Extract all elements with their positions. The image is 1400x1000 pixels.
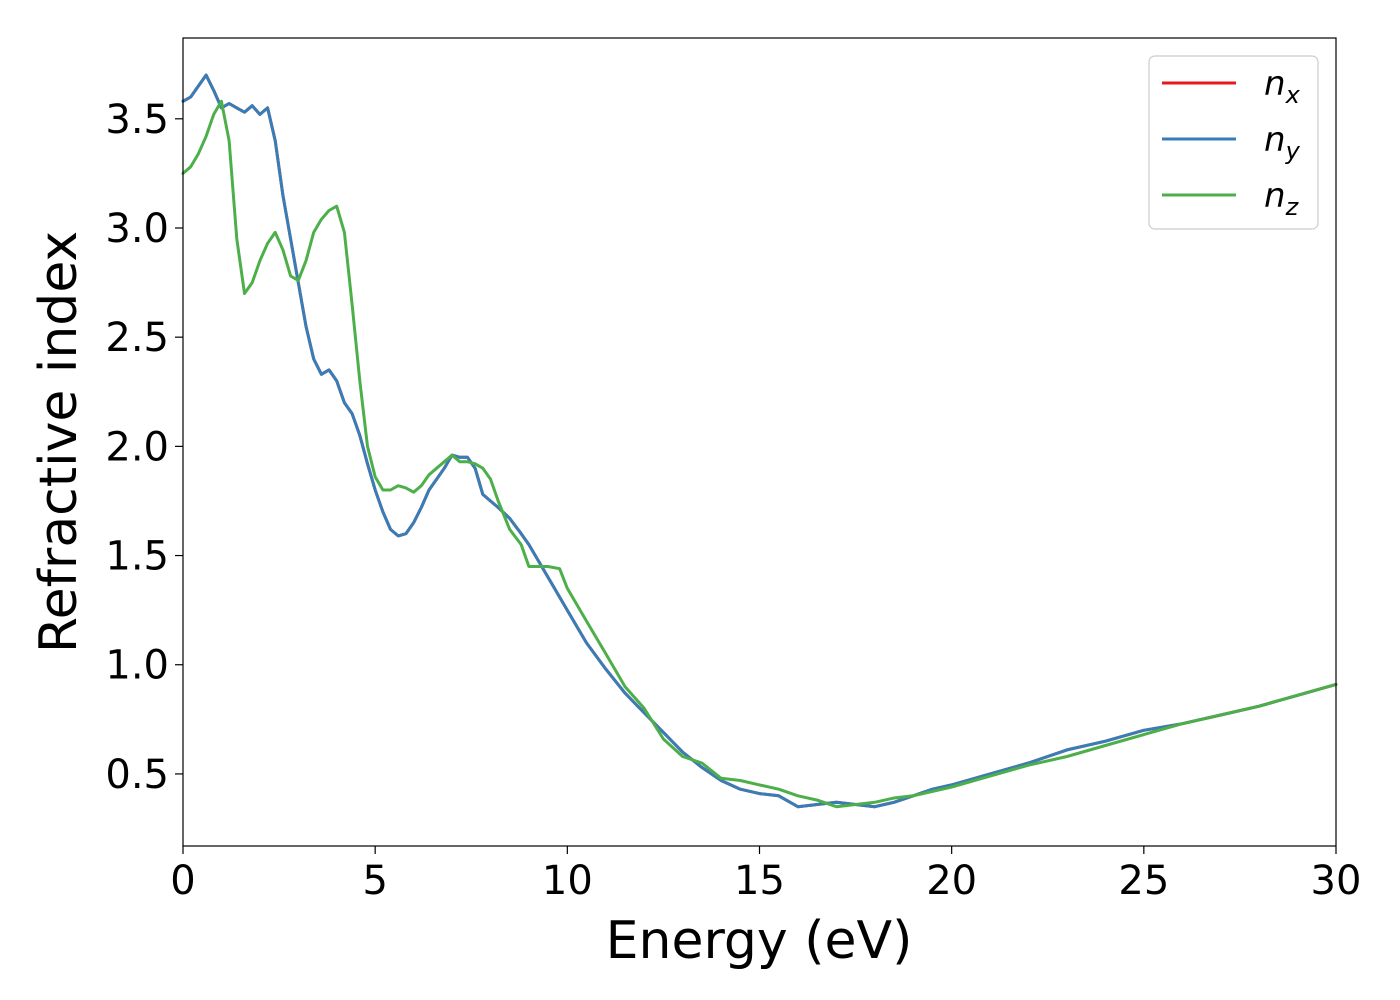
x-tick-label: 15 bbox=[734, 858, 785, 904]
x-tick-label: 30 bbox=[1311, 858, 1362, 904]
y-axis-ticks: 0.5 1.0 1.5 2.0 2.5 3.0 3.5 bbox=[105, 97, 183, 798]
y-axis-title: Refractive index bbox=[29, 231, 89, 653]
legend-box bbox=[1148, 55, 1319, 230]
x-tick-label: 0 bbox=[170, 858, 195, 904]
x-tick-label: 5 bbox=[362, 858, 387, 904]
y-tick-label: 0.5 bbox=[105, 752, 169, 798]
series-line-ny bbox=[181, 73, 1338, 809]
series-layer bbox=[181, 73, 1338, 809]
y-tick-label: 1.0 bbox=[105, 643, 169, 689]
y-tick-label: 3.0 bbox=[105, 206, 169, 252]
legend-label-ny: ny bbox=[1264, 120, 1301, 165]
legend-label-nz: nz bbox=[1264, 176, 1300, 221]
x-tick-label: 10 bbox=[542, 858, 593, 904]
series-line-nz bbox=[181, 99, 1338, 809]
x-axis-ticks: 0 5 10 15 20 25 30 bbox=[170, 846, 1361, 904]
y-tick-label: 1.5 bbox=[105, 534, 169, 580]
x-axis-title: Energy (eV) bbox=[606, 911, 913, 971]
x-tick-label: 20 bbox=[926, 858, 977, 904]
x-tick-label: 25 bbox=[1118, 858, 1169, 904]
y-tick-label: 2.0 bbox=[105, 424, 169, 470]
y-tick-label: 2.5 bbox=[105, 315, 169, 361]
y-tick-label: 3.5 bbox=[105, 97, 169, 143]
legend-label-nx: nx bbox=[1264, 64, 1301, 109]
legend: nx ny nz bbox=[1148, 55, 1319, 230]
